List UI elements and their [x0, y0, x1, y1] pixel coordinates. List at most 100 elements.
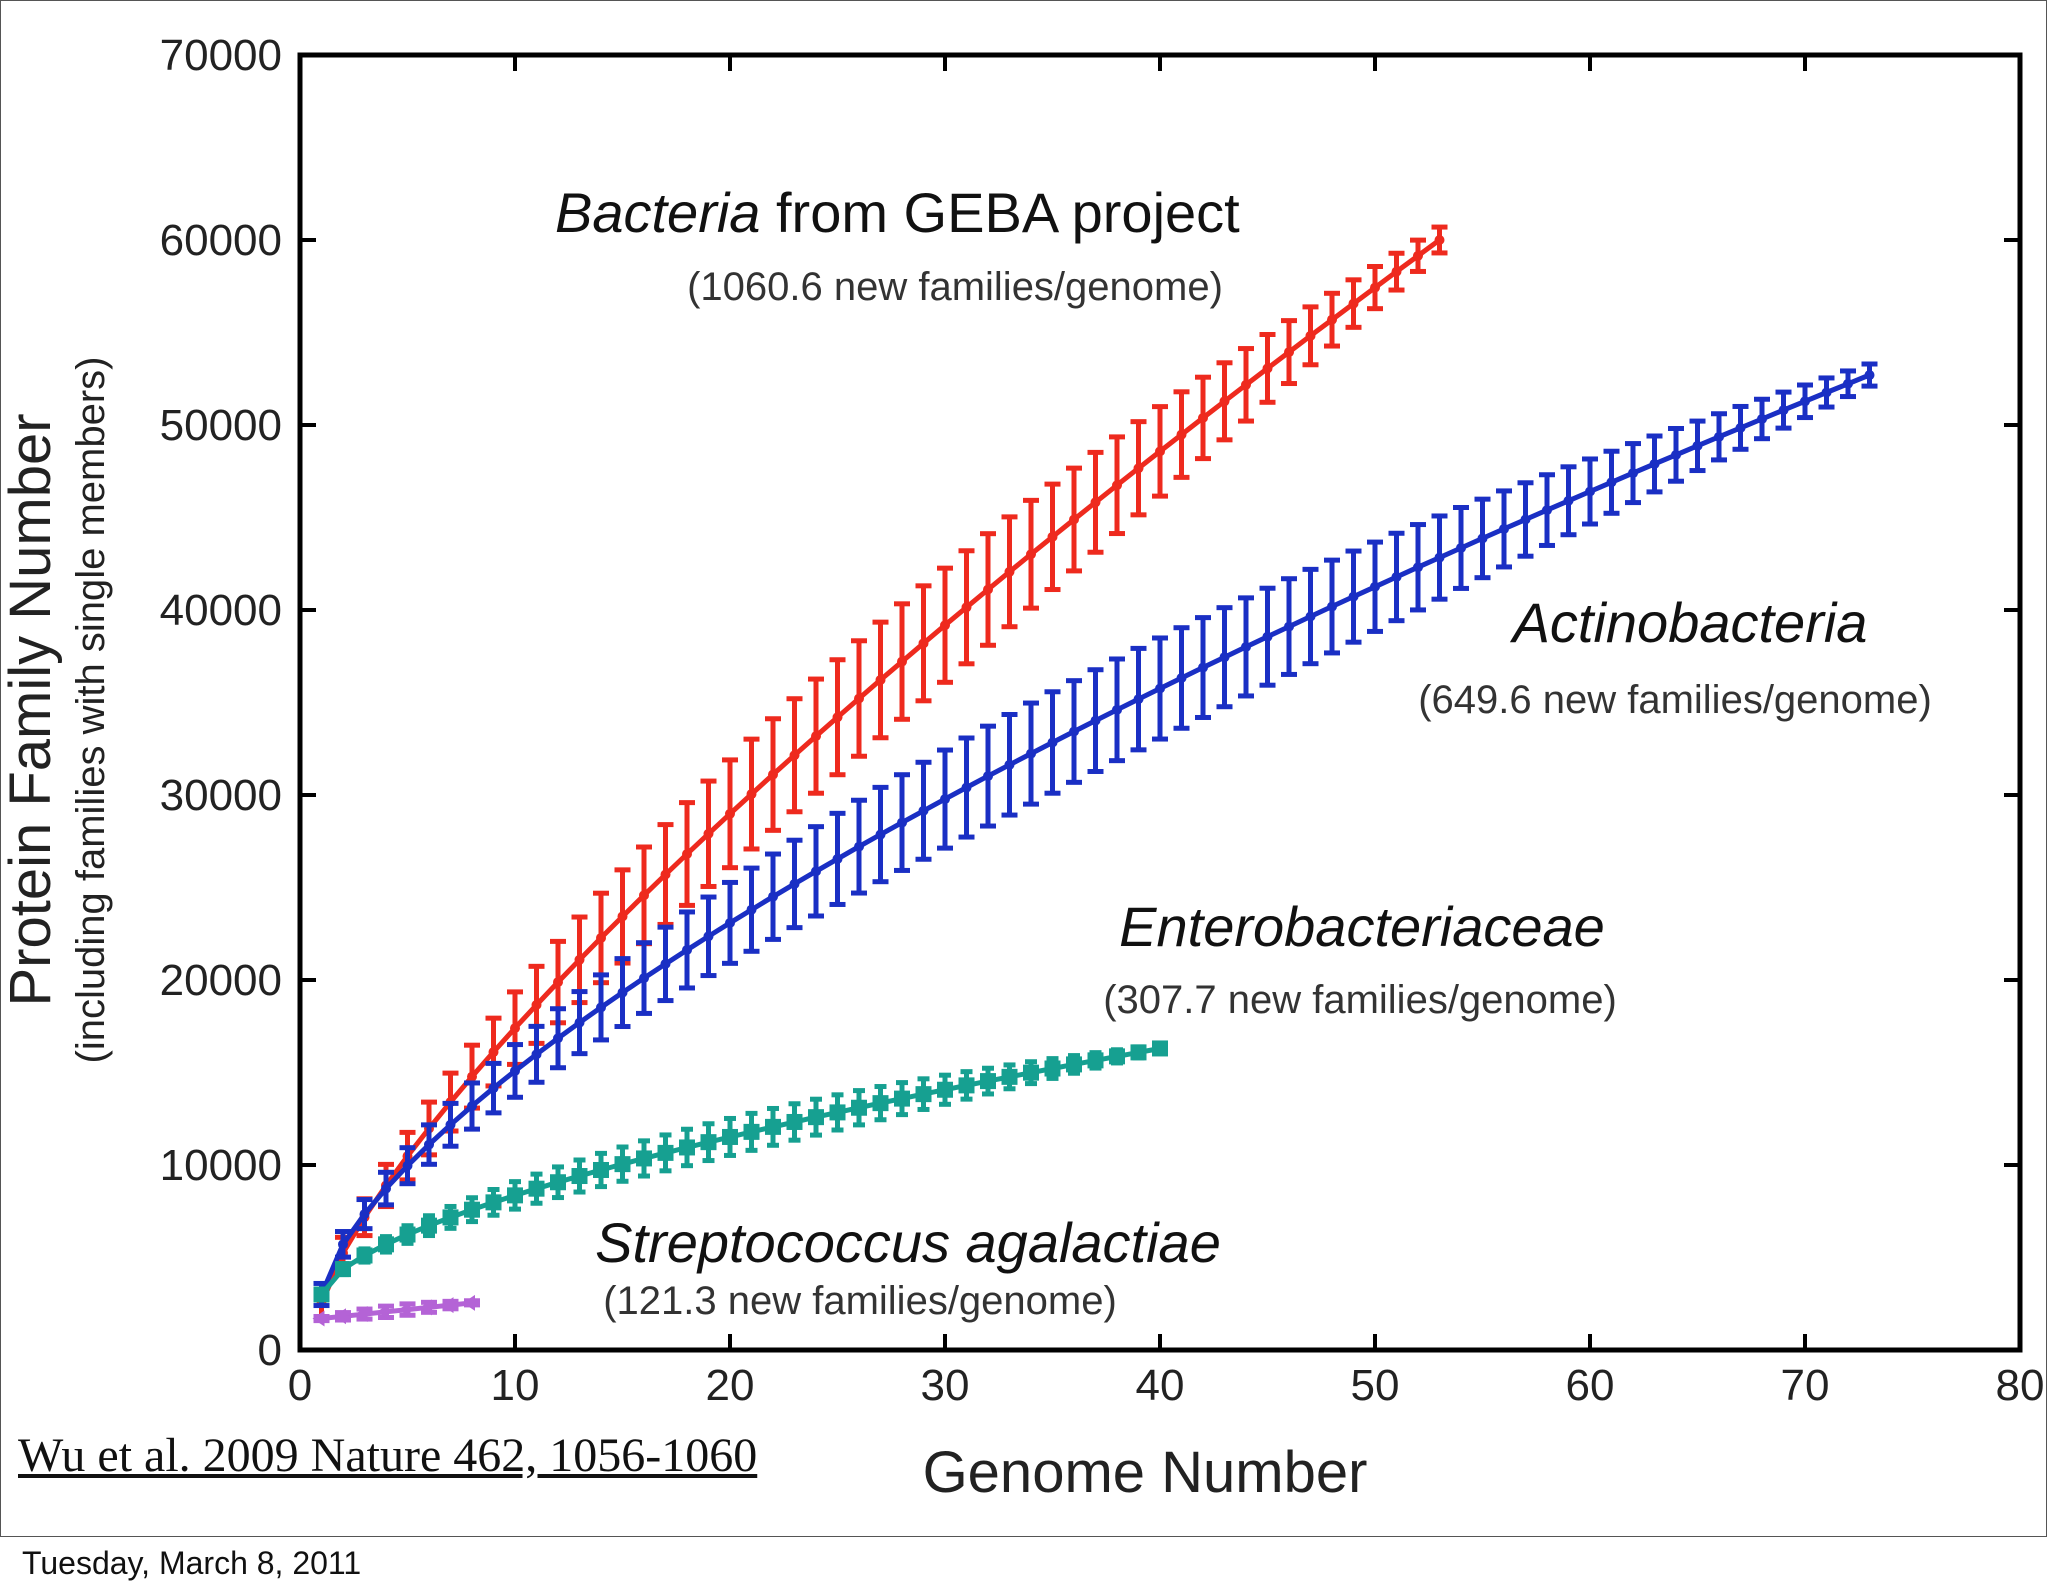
data-point-actinobacteria: [1757, 413, 1767, 424]
series-actinobacteria: [313, 361, 1878, 1309]
data-point-bacteria-from-geba-project: [1262, 363, 1273, 374]
data-point-bacteria-from-geba-project: [1327, 314, 1337, 325]
data-point-actinobacteria: [983, 771, 993, 782]
data-point-actinobacteria: [811, 866, 821, 877]
data-point-enterobacteriaceae: [722, 1128, 738, 1145]
data-point-actinobacteria: [1391, 571, 1402, 582]
x-tick-label: 50: [1351, 1361, 1400, 1410]
data-point-enterobacteriaceae: [313, 1286, 330, 1303]
data-point-bacteria-from-geba-project: [1155, 446, 1165, 457]
data-point-bacteria-from-geba-project: [1047, 531, 1058, 542]
x-tick-label: 70: [1781, 1361, 1830, 1410]
data-point-actinobacteria: [1542, 505, 1552, 516]
y-tick-label: 0: [258, 1326, 282, 1375]
annotation-bacteria-name: Bacteria from GEBA project: [555, 181, 1240, 244]
data-point-actinobacteria: [1692, 440, 1703, 451]
data-point-bacteria-from-geba-project: [553, 977, 563, 988]
y-tick-label: 60000: [160, 216, 282, 265]
data-point-bacteria-from-geba-project: [660, 869, 671, 880]
data-point-actinobacteria: [1241, 641, 1251, 652]
data-point-enterobacteriaceae: [1109, 1048, 1125, 1065]
series-enterobacteriaceae: [313, 1040, 1168, 1303]
series-line-bacteria-from-geba-project: [319, 237, 1441, 1305]
data-point-bacteria-from-geba-project: [1090, 497, 1101, 508]
y-axis-sublabel: (including families with single members): [69, 357, 113, 1064]
data-point-bacteria-from-geba-project: [1241, 379, 1251, 390]
data-point-actinobacteria: [875, 829, 886, 840]
data-point-enterobacteriaceae: [571, 1168, 588, 1185]
data-point-actinobacteria: [1735, 422, 1746, 433]
data-point-bacteria-from-geba-project: [1112, 480, 1122, 491]
data-point-bacteria-from-geba-project: [983, 584, 993, 595]
data-point-actinobacteria: [359, 1209, 370, 1220]
data-point-bacteria-from-geba-project: [725, 808, 735, 819]
data-point-bacteria-from-geba-project: [682, 849, 692, 860]
data-point-enterobacteriaceae: [1130, 1044, 1147, 1061]
data-point-enterobacteriaceae: [872, 1095, 889, 1112]
data-point-enterobacteriaceae: [765, 1118, 781, 1135]
data-point-actinobacteria: [897, 817, 907, 828]
citation-link[interactable]: Wu et al. 2009 Nature 462, 1056-1060: [18, 1429, 758, 1482]
data-point-enterobacteriaceae: [528, 1180, 545, 1197]
data-point-streptococcus-agalactiae: [334, 1308, 346, 1325]
data-point-actinobacteria: [1434, 552, 1445, 563]
annotation-bacteria-rate: (1060.6 new families/genome): [687, 265, 1223, 309]
data-point-actinobacteria: [1800, 396, 1810, 407]
data-point-actinobacteria: [1456, 542, 1466, 553]
data-point-actinobacteria: [1133, 694, 1144, 705]
data-point-bacteria-from-geba-project: [1219, 396, 1230, 407]
data-point-enterobacteriaceae: [593, 1161, 609, 1178]
data-point-bacteria-from-geba-project: [854, 693, 864, 704]
data-point-actinobacteria: [1563, 495, 1574, 506]
data-point-enterobacteriaceae: [1044, 1060, 1061, 1077]
data-point-actinobacteria: [789, 878, 800, 889]
data-point-actinobacteria: [402, 1160, 413, 1171]
data-point-bacteria-from-geba-project: [467, 1071, 477, 1082]
data-point-bacteria-from-geba-project: [574, 954, 585, 965]
data-point-enterobacteriaceae: [1066, 1056, 1082, 1073]
data-point-actinobacteria: [1026, 748, 1036, 759]
data-point-actinobacteria: [1843, 378, 1853, 389]
data-point-actinobacteria: [1348, 591, 1359, 602]
data-point-actinobacteria: [768, 891, 778, 902]
data-point-actinobacteria: [940, 794, 950, 805]
data-point-actinobacteria: [1370, 581, 1380, 592]
data-point-enterobacteriaceae: [829, 1104, 846, 1121]
data-point-actinobacteria: [531, 1049, 542, 1060]
data-point-actinobacteria: [467, 1101, 477, 1112]
data-point-streptococcus-agalactiae: [441, 1297, 454, 1314]
x-tick-label: 10: [491, 1361, 540, 1410]
data-point-actinobacteria: [488, 1083, 499, 1094]
data-point-actinobacteria: [682, 944, 692, 955]
data-point-actinobacteria: [725, 917, 735, 928]
data-point-actinobacteria: [424, 1139, 434, 1150]
data-point-actinobacteria: [1714, 431, 1724, 442]
data-point-actinobacteria: [746, 904, 757, 915]
series-line-enterobacteriaceae: [319, 1046, 1161, 1297]
footer-date: Tuesday, March 8, 2011: [22, 1545, 362, 1581]
data-point-actinobacteria: [1585, 486, 1595, 497]
data-point-enterobacteriaceae: [636, 1150, 652, 1167]
y-tick-label: 50000: [160, 401, 282, 450]
data-point-bacteria-from-geba-project: [940, 620, 950, 631]
data-point-enterobacteriaceae: [786, 1113, 803, 1130]
data-point-actinobacteria: [1155, 683, 1165, 694]
data-point-enterobacteriaceae: [1023, 1064, 1039, 1081]
data-point-enterobacteriaceae: [915, 1086, 932, 1103]
x-tick-label: 40: [1136, 1361, 1185, 1410]
data-point-actinobacteria: [1327, 601, 1337, 612]
x-axis-label: Genome Number: [923, 1440, 1368, 1505]
data-point-enterobacteriaceae: [356, 1247, 373, 1264]
data-point-enterobacteriaceae: [335, 1261, 351, 1278]
data-point-enterobacteriaceae: [958, 1077, 975, 1094]
series-bacteria-from-geba-project: [313, 224, 1448, 1320]
data-point-actinobacteria: [1284, 621, 1294, 632]
data-point-bacteria-from-geba-project: [746, 789, 757, 800]
x-tick-label: 0: [288, 1361, 312, 1410]
y-tick-label: 30000: [160, 771, 282, 820]
data-point-actinobacteria: [1069, 726, 1079, 737]
data-point-bacteria-from-geba-project: [1198, 412, 1208, 423]
series-layer: [312, 224, 1878, 1327]
data-point-streptococcus-agalactiae: [377, 1303, 389, 1320]
data-point-actinobacteria: [617, 987, 628, 998]
